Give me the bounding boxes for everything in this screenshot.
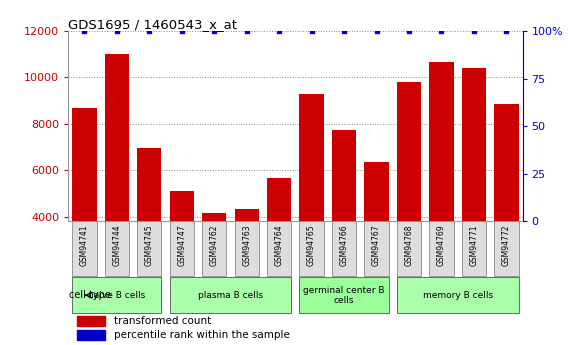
- Text: GSM94769: GSM94769: [437, 224, 446, 266]
- Point: [307, 28, 316, 34]
- Point: [274, 28, 283, 34]
- Point: [437, 28, 446, 34]
- Bar: [494, 104, 519, 309]
- Bar: [397, 277, 519, 313]
- Bar: [267, 221, 291, 276]
- Bar: [462, 221, 486, 276]
- Text: GSM94767: GSM94767: [372, 224, 381, 266]
- Bar: [299, 277, 389, 313]
- Bar: [72, 221, 97, 276]
- Text: GSM94772: GSM94772: [502, 224, 511, 266]
- Bar: [77, 330, 105, 340]
- Bar: [429, 221, 454, 276]
- Point: [469, 28, 478, 34]
- Point: [177, 28, 186, 34]
- Bar: [364, 162, 389, 309]
- Bar: [364, 221, 389, 276]
- Text: GSM94763: GSM94763: [242, 224, 251, 266]
- Text: GDS1695 / 1460543_x_at: GDS1695 / 1460543_x_at: [68, 18, 237, 31]
- Text: GSM94766: GSM94766: [340, 224, 349, 266]
- Text: plasma B cells: plasma B cells: [198, 291, 263, 300]
- Bar: [137, 148, 161, 309]
- Bar: [72, 108, 97, 309]
- Text: germinal center B
cells: germinal center B cells: [303, 286, 385, 305]
- Bar: [235, 209, 259, 309]
- Point: [340, 28, 349, 34]
- Bar: [170, 221, 194, 276]
- Bar: [170, 277, 291, 313]
- Text: GSM94765: GSM94765: [307, 224, 316, 266]
- Point: [404, 28, 414, 34]
- Text: GSM94747: GSM94747: [177, 224, 186, 266]
- Point: [112, 28, 122, 34]
- Bar: [202, 213, 227, 309]
- Text: cell type: cell type: [69, 290, 111, 300]
- Bar: [105, 54, 129, 309]
- Bar: [77, 316, 105, 326]
- Bar: [137, 221, 161, 276]
- Text: percentile rank within the sample: percentile rank within the sample: [114, 330, 290, 340]
- Bar: [397, 221, 421, 276]
- Bar: [105, 221, 129, 276]
- Text: GSM94741: GSM94741: [80, 224, 89, 266]
- Bar: [462, 68, 486, 309]
- Text: memory B cells: memory B cells: [423, 291, 492, 300]
- Bar: [299, 221, 324, 276]
- Text: GSM94771: GSM94771: [469, 224, 478, 266]
- Bar: [170, 191, 194, 309]
- Bar: [332, 221, 356, 276]
- Point: [80, 28, 89, 34]
- Bar: [235, 221, 259, 276]
- Text: GSM94768: GSM94768: [404, 224, 414, 266]
- Point: [242, 28, 251, 34]
- Bar: [72, 277, 161, 313]
- Point: [502, 28, 511, 34]
- Text: GSM94764: GSM94764: [275, 224, 283, 266]
- Bar: [267, 178, 291, 309]
- Bar: [429, 62, 454, 309]
- Point: [372, 28, 381, 34]
- Bar: [332, 130, 356, 309]
- Point: [145, 28, 154, 34]
- Text: GSM94745: GSM94745: [145, 224, 154, 266]
- Bar: [494, 221, 519, 276]
- Text: GSM94744: GSM94744: [112, 224, 122, 266]
- Bar: [202, 221, 227, 276]
- Bar: [299, 94, 324, 309]
- Text: transformed count: transformed count: [114, 316, 211, 326]
- Point: [210, 28, 219, 34]
- Bar: [397, 82, 421, 309]
- Text: naive B cells: naive B cells: [88, 291, 145, 300]
- Text: GSM94762: GSM94762: [210, 224, 219, 266]
